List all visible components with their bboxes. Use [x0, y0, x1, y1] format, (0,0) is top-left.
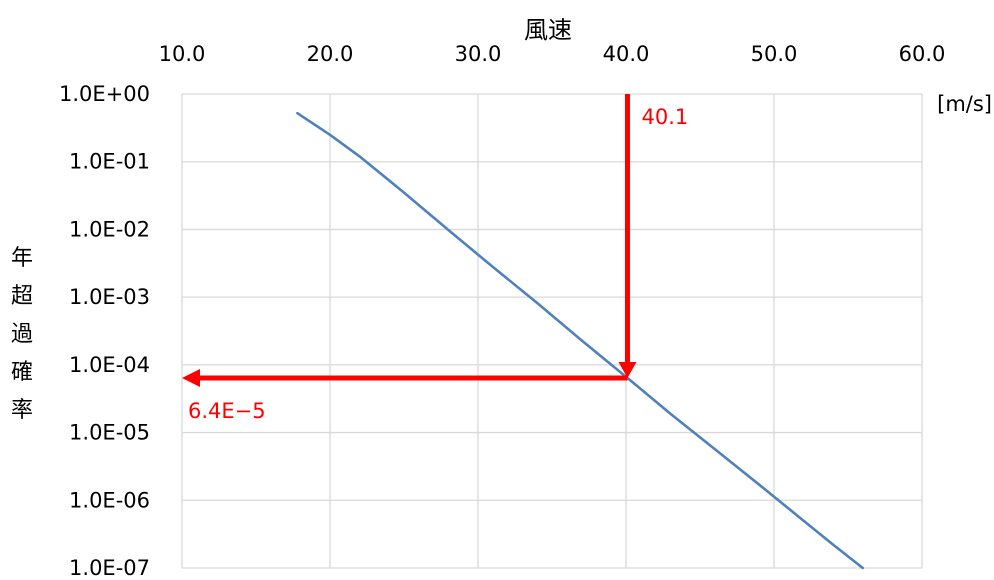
y-tick-label: 1.0E-01 — [69, 150, 150, 174]
annotation-y-value: 6.4E−5 — [188, 399, 266, 423]
x-tick-labels: 10.0 20.0 30.0 40.0 50.0 60.0 — [159, 42, 946, 66]
y-tick-label: 1.0E-06 — [69, 488, 150, 512]
series-line — [296, 111, 865, 570]
y-axis-title: 年超過確率 — [11, 246, 33, 423]
y-tick-label: 1.0E-05 — [69, 421, 150, 445]
y-tick-label: 1.0E-03 — [69, 285, 150, 309]
y-tick-label: 1.0E+00 — [59, 82, 150, 106]
annotation-vertical-arrowhead — [618, 361, 637, 378]
x-axis-unit: [m/s] — [937, 92, 992, 116]
y-tick-label: 1.0E-07 — [69, 556, 150, 580]
x-tick-label: 40.0 — [603, 42, 650, 66]
x-tick-label: 10.0 — [159, 42, 206, 66]
annotation-layer: 40.1 6.4E−5 — [182, 94, 688, 423]
y-axis-title-char: 率 — [11, 398, 33, 423]
x-tick-label: 50.0 — [751, 42, 798, 66]
x-tick-label: 20.0 — [307, 42, 354, 66]
y-tick-labels: 1.0E+00 1.0E-01 1.0E-02 1.0E-03 1.0E-04 1.0E-… — [59, 82, 150, 580]
y-tick-label: 1.0E-02 — [69, 217, 150, 241]
x-tick-label: 60.0 — [899, 42, 946, 66]
gridlines — [181, 93, 923, 569]
x-axis-title: 風速 — [524, 16, 572, 44]
y-axis-title-char: 確 — [11, 360, 33, 385]
annotation-horizontal-arrowhead — [182, 368, 200, 387]
x-tick-label: 30.0 — [455, 42, 502, 66]
y-tick-label: 1.0E-04 — [69, 353, 150, 377]
y-axis-title-char: 超 — [11, 284, 33, 309]
y-axis-title-char: 年 — [11, 246, 33, 271]
annotation-x-value: 40.1 — [641, 105, 688, 129]
y-axis-title-char: 過 — [11, 322, 33, 347]
series-layer — [296, 111, 865, 570]
